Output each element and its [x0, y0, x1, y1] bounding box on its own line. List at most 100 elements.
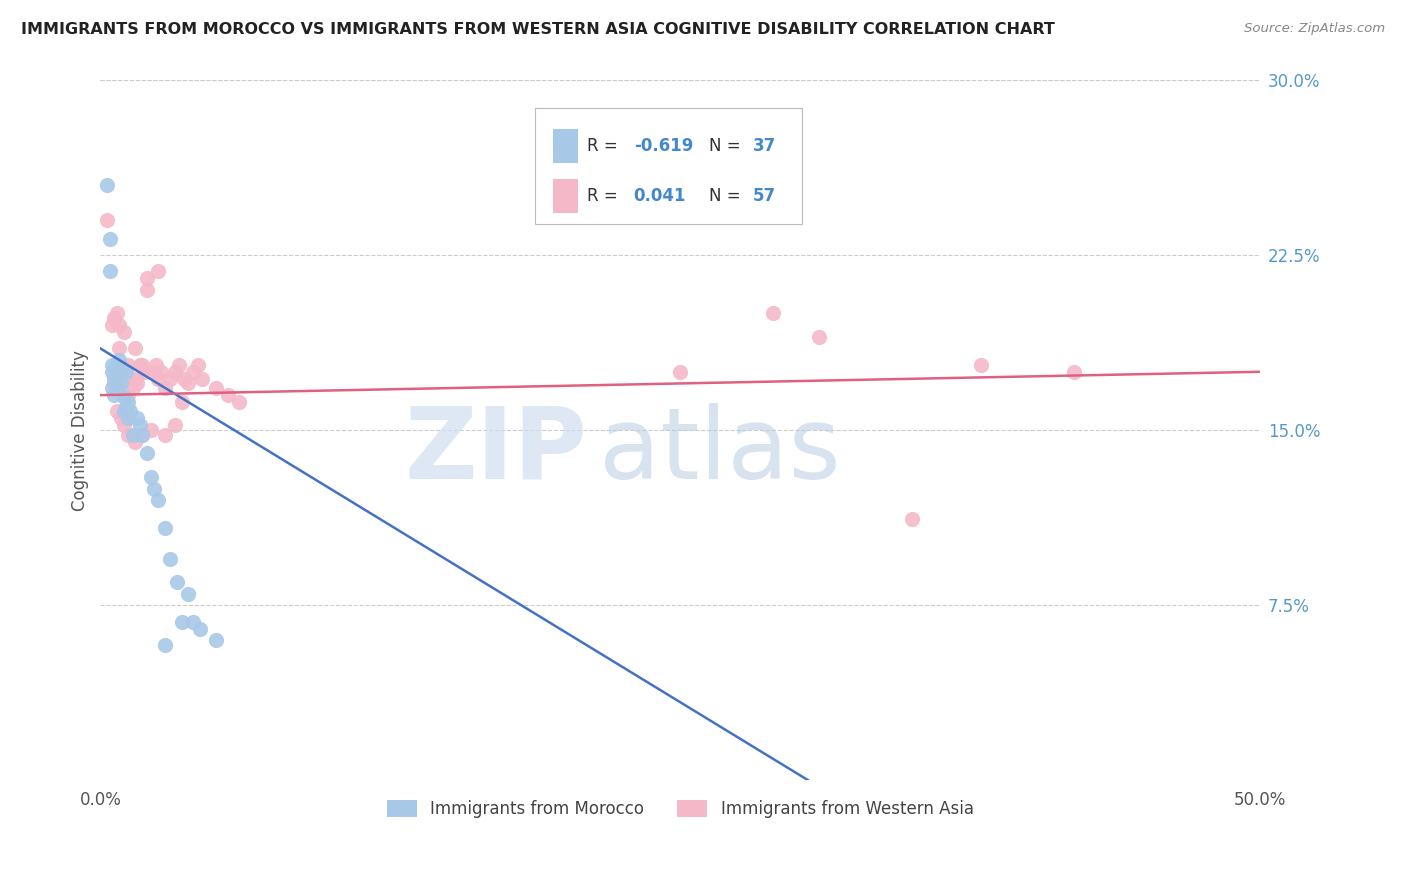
Point: [1063, 365, 1085, 379]
Legend: Immigrants from Morocco, Immigrants from Western Asia: Immigrants from Morocco, Immigrants from…: [380, 793, 980, 824]
Point: [115, 400, 138, 414]
Point: [762, 306, 785, 320]
Point: [117, 411, 139, 425]
Point: [155, 521, 177, 535]
Point: [120, 372, 142, 386]
FancyBboxPatch shape: [536, 108, 801, 224]
Point: [170, 395, 193, 409]
Point: [181, 615, 204, 629]
Point: [135, 283, 157, 297]
Point: [127, 376, 149, 391]
Point: [148, 264, 170, 278]
FancyBboxPatch shape: [553, 129, 578, 163]
Point: [117, 427, 139, 442]
Point: [205, 633, 228, 648]
Text: 0.041: 0.041: [634, 187, 686, 205]
Point: [159, 551, 181, 566]
Point: [166, 574, 188, 589]
Text: Source: ZipAtlas.com: Source: ZipAtlas.com: [1244, 22, 1385, 36]
Point: [120, 404, 142, 418]
Point: [181, 365, 204, 379]
Point: [124, 372, 146, 386]
Point: [98, 264, 121, 278]
Point: [101, 365, 124, 379]
Point: [96, 213, 118, 227]
Text: R =: R =: [588, 187, 623, 205]
Point: [155, 427, 177, 442]
Point: [163, 418, 186, 433]
Point: [127, 411, 149, 425]
Point: [155, 381, 177, 395]
Point: [115, 365, 138, 379]
Point: [112, 404, 135, 418]
Point: [228, 395, 250, 409]
Point: [115, 365, 138, 379]
Point: [96, 178, 118, 192]
Point: [103, 311, 125, 326]
Point: [110, 376, 132, 391]
Point: [191, 372, 214, 386]
Point: [108, 353, 131, 368]
Point: [128, 358, 150, 372]
Point: [124, 434, 146, 449]
Point: [170, 615, 193, 629]
Point: [163, 365, 186, 379]
Point: [112, 325, 135, 339]
Point: [124, 342, 146, 356]
Point: [103, 372, 125, 386]
Point: [187, 358, 209, 372]
Point: [901, 512, 924, 526]
Point: [142, 482, 165, 496]
Point: [112, 372, 135, 386]
Text: 37: 37: [754, 137, 776, 155]
Point: [117, 358, 139, 372]
Point: [808, 330, 831, 344]
Point: [155, 638, 177, 652]
Point: [149, 365, 172, 379]
Text: N =: N =: [709, 187, 747, 205]
Point: [105, 306, 128, 320]
Point: [148, 372, 170, 386]
Point: [110, 367, 132, 381]
Point: [145, 358, 167, 372]
Point: [173, 372, 195, 386]
Point: [103, 388, 125, 402]
Point: [128, 418, 150, 433]
Point: [205, 381, 228, 395]
Point: [167, 358, 190, 372]
Point: [101, 381, 124, 395]
Point: [112, 391, 135, 405]
FancyBboxPatch shape: [553, 179, 578, 213]
Point: [103, 376, 125, 391]
Point: [105, 358, 128, 372]
Text: R =: R =: [588, 137, 623, 155]
Point: [141, 423, 163, 437]
Point: [141, 365, 163, 379]
Point: [217, 388, 239, 402]
Point: [970, 358, 993, 372]
Point: [110, 411, 132, 425]
Point: [110, 365, 132, 379]
Point: [101, 358, 124, 372]
Point: [98, 232, 121, 246]
Point: [141, 470, 163, 484]
Point: [188, 622, 211, 636]
Point: [131, 427, 153, 442]
Point: [131, 358, 153, 372]
Point: [121, 381, 143, 395]
Point: [121, 427, 143, 442]
Point: [108, 342, 131, 356]
Point: [669, 365, 692, 379]
Point: [112, 418, 135, 433]
Point: [101, 318, 124, 332]
Text: 57: 57: [754, 187, 776, 205]
Point: [105, 381, 128, 395]
Point: [135, 271, 157, 285]
Text: ZIP: ZIP: [405, 402, 588, 500]
Text: -0.619: -0.619: [634, 137, 693, 155]
Point: [134, 365, 156, 379]
Text: atlas: atlas: [599, 402, 841, 500]
Point: [105, 404, 128, 418]
Point: [105, 365, 128, 379]
Point: [159, 372, 181, 386]
